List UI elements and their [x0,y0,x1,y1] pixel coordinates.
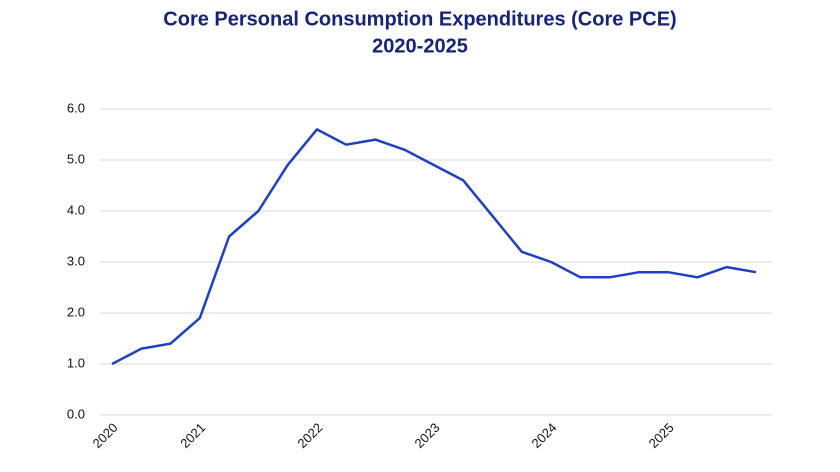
y-tick-label: 1.0 [67,355,85,370]
x-tick-label: 2024 [529,420,560,451]
x-tick-label: 2021 [177,420,208,451]
data-line [111,128,757,366]
y-tick-label: 3.0 [67,253,85,268]
y-tick-label: 2.0 [67,304,85,319]
y-tick-label: 0.0 [67,406,85,421]
x-tick-label: 2020 [89,420,120,451]
y-tick-label: 4.0 [67,202,85,217]
y-tick-label: 5.0 [67,151,85,166]
x-tick-label: 2022 [294,420,325,451]
x-tick-label: 2023 [411,420,442,451]
y-tick-label: 6.0 [67,100,85,115]
chart-title: 2020-2025 [372,35,468,57]
chart-title: Core Personal Consumption Expenditures (… [163,8,676,30]
x-tick-label: 2025 [646,420,677,451]
